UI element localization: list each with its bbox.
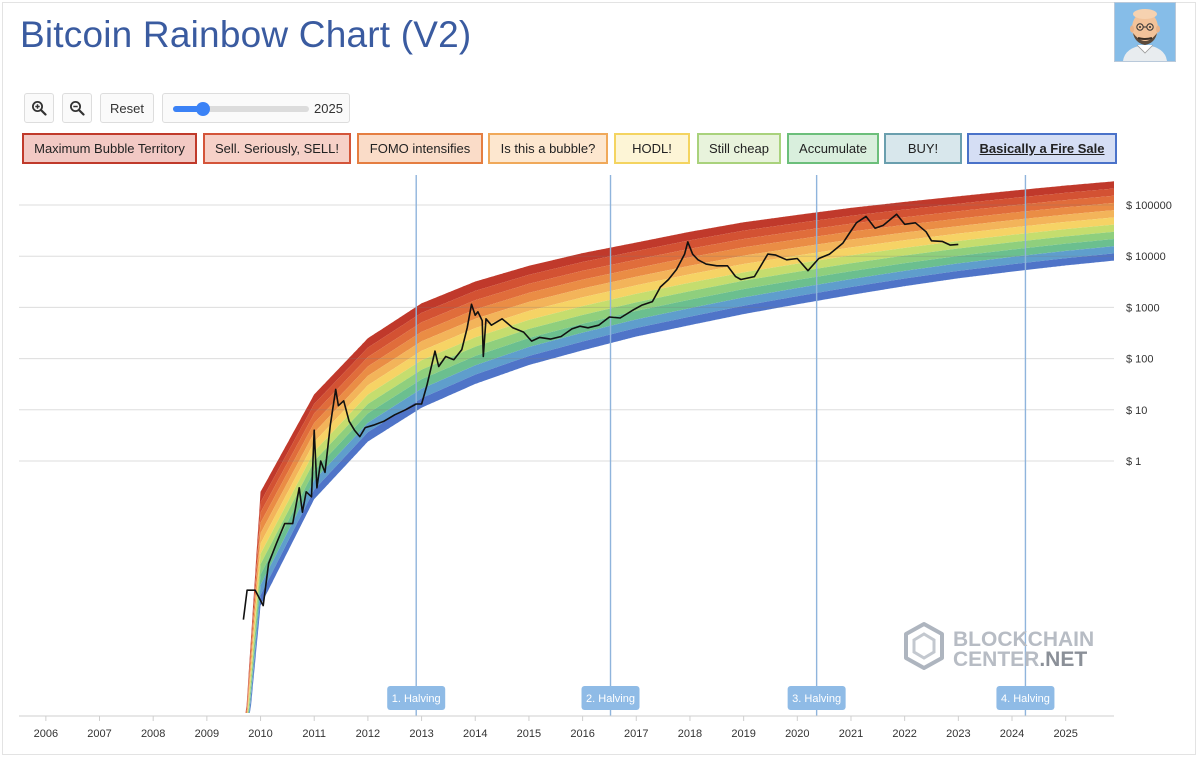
axes: $ 100000 $ 10000 $ 1000 $ 100 $ 10 $ 1 2006 200…	[19, 200, 1172, 740]
watermark-logo-inner	[912, 632, 936, 660]
y-gridlines	[19, 204, 1114, 462]
x-tick-label: 2024	[1000, 728, 1024, 740]
y-tick-label: $ 100000	[1126, 200, 1172, 212]
x-tick-label: 2015	[517, 728, 541, 740]
legend-button[interactable]: Accumulate	[787, 133, 879, 164]
x-tick-label: 2019	[731, 728, 755, 740]
x-tick-label: 2013	[409, 728, 433, 740]
reset-button[interactable]: Reset	[100, 93, 154, 123]
x-tick-label: 2011	[302, 728, 326, 740]
avatar-illustration	[1115, 3, 1175, 61]
year-slider-track[interactable]	[173, 102, 309, 116]
watermark-net: .NET	[1039, 648, 1087, 671]
rainbow-band	[240, 217, 1115, 713]
x-tick-label: 2023	[946, 728, 970, 740]
x-tick-label: 2006	[34, 728, 58, 740]
x-tick-label: 2009	[195, 728, 219, 740]
legend-button[interactable]: Is this a bubble?	[488, 133, 608, 164]
year-slider-value: 2025	[314, 101, 343, 116]
halving-label-box	[787, 686, 846, 710]
x-tick-label: 2016	[570, 728, 594, 740]
watermark-logo-icon	[904, 622, 944, 670]
y-tick-label: $ 10000	[1126, 251, 1166, 263]
legend-button[interactable]: HODL!	[614, 133, 690, 164]
y-tick-label: $ 1	[1126, 456, 1141, 468]
halving-labels: 1. Halving 2. Halving 3. Halving 4. Halving	[387, 686, 1055, 710]
year-slider-control: 2025	[162, 93, 350, 123]
x-tick-label: 2010	[248, 728, 272, 740]
halving-label: 2. Halving	[586, 693, 635, 705]
zoom-out-icon	[70, 101, 85, 116]
x-tick-label: 2012	[356, 728, 380, 740]
halving-label-box	[996, 686, 1055, 710]
watermark-center: CENTER	[953, 648, 1039, 671]
x-tick-label: 2007	[87, 728, 111, 740]
x-tick-label: 2014	[463, 728, 487, 740]
watermark-line1: BLOCKCHAIN	[953, 628, 1094, 651]
x-tick-label: 2022	[892, 728, 916, 740]
avatar	[1114, 2, 1176, 62]
rainbow-band	[240, 224, 1115, 713]
halving-label: 3. Halving	[792, 693, 841, 705]
legend-button[interactable]: Maximum Bubble Territory	[22, 133, 197, 164]
price-series	[242, 213, 959, 620]
halving-label-box	[581, 686, 640, 710]
halving-label: 1. Halving	[392, 693, 441, 705]
y-tick-label: $ 100	[1126, 354, 1154, 366]
legend-button[interactable]: FOMO intensifies	[357, 133, 483, 164]
legend-button[interactable]: Still cheap	[697, 133, 781, 164]
x-tick-label: 2018	[678, 728, 702, 740]
price-line	[242, 213, 959, 620]
year-slider-fill	[173, 106, 203, 112]
x-tick-label: 2020	[785, 728, 809, 740]
halving-label-box	[387, 686, 446, 710]
zoom-in-icon	[32, 101, 47, 116]
zoom-out-button[interactable]	[62, 93, 92, 123]
rainbow-bands	[240, 181, 1115, 714]
y-tick-label: $ 1000	[1126, 302, 1160, 314]
x-tick-label: 2021	[839, 728, 863, 740]
x-tick-label: 2008	[141, 728, 165, 740]
zoom-in-button[interactable]	[24, 93, 54, 123]
legend-button[interactable]: BUY!	[884, 133, 962, 164]
legend-button[interactable]: Sell. Seriously, SELL!	[203, 133, 351, 164]
y-tick-label: $ 10	[1126, 405, 1147, 417]
halving-lines	[415, 175, 1027, 716]
x-tick-label: 2017	[624, 728, 648, 740]
halving-label: 4. Halving	[1001, 693, 1050, 705]
year-slider-thumb[interactable]	[195, 102, 210, 116]
x-tick-label: 2025	[1053, 728, 1077, 740]
legend-button[interactable]: Basically a Fire Sale	[967, 133, 1117, 164]
page-title: Bitcoin Rainbow Chart (V2)	[20, 14, 472, 55]
watermark-line2: CENTER.NET	[953, 648, 1087, 671]
